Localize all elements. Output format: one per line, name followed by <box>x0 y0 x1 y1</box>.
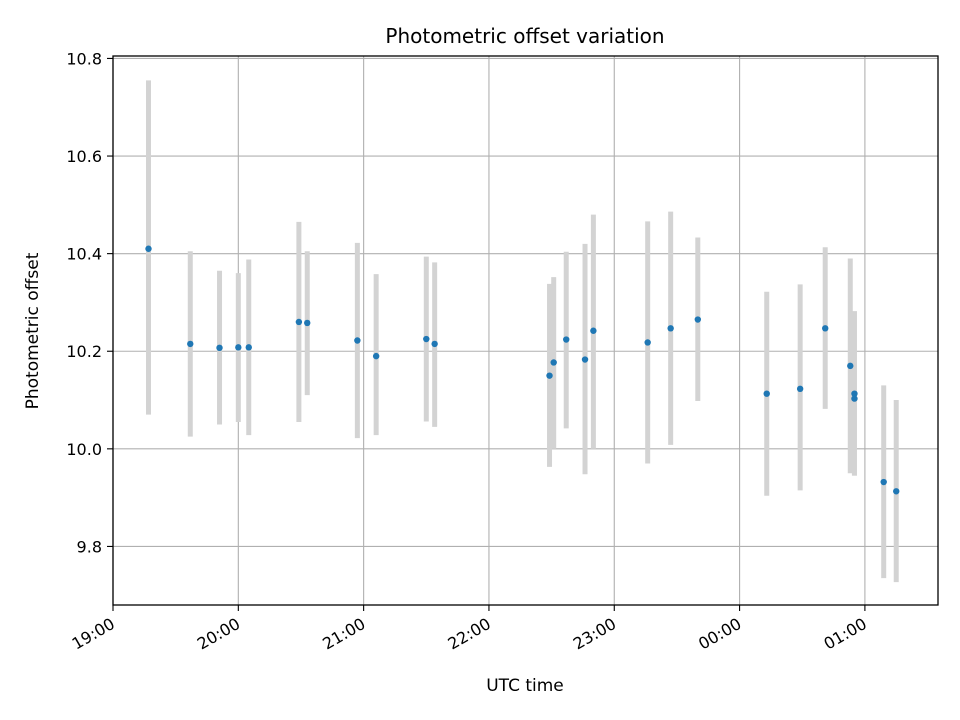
data-point <box>590 327 597 334</box>
data-point <box>423 335 430 343</box>
data-point <box>581 356 589 363</box>
plot-frame <box>112 55 939 606</box>
y-tick-label: 10.8 <box>66 49 102 68</box>
data-point <box>796 385 804 393</box>
y-tick-label: 10.4 <box>66 245 102 264</box>
y-tick-label: 9.8 <box>77 537 102 556</box>
grid <box>112 56 938 605</box>
data-point <box>694 316 702 323</box>
data-point <box>644 339 651 346</box>
y-tick-label: 10.6 <box>66 147 102 166</box>
data-point <box>550 359 557 366</box>
data-point <box>563 336 570 343</box>
data-point <box>893 488 900 495</box>
chart-title: Photometric offset variation <box>385 24 664 48</box>
data-point <box>187 340 194 348</box>
data-point <box>763 390 770 397</box>
data-point <box>851 390 858 397</box>
data-point <box>847 362 854 370</box>
data-point <box>245 344 252 351</box>
data-point <box>851 395 858 402</box>
data-point <box>822 325 829 332</box>
data-point <box>354 337 361 344</box>
data-point <box>145 245 152 252</box>
data-point <box>880 478 887 486</box>
data-point <box>304 319 311 327</box>
data-points <box>145 245 900 495</box>
data-point <box>216 344 223 352</box>
y-tick-label: 10.0 <box>66 440 102 459</box>
data-point <box>431 340 438 348</box>
data-point <box>235 344 242 351</box>
x-axis-label: UTC time <box>486 676 564 696</box>
data-point <box>546 372 553 379</box>
data-point <box>372 352 380 360</box>
data-point <box>295 318 303 326</box>
y-axis-label: Photometric offset <box>23 252 43 409</box>
y-tick-label: 10.2 <box>66 342 102 361</box>
data-point <box>667 325 674 332</box>
y-axis-ticks: 9.8 10.0 10.2 10.4 10.6 10.8 <box>66 49 113 556</box>
